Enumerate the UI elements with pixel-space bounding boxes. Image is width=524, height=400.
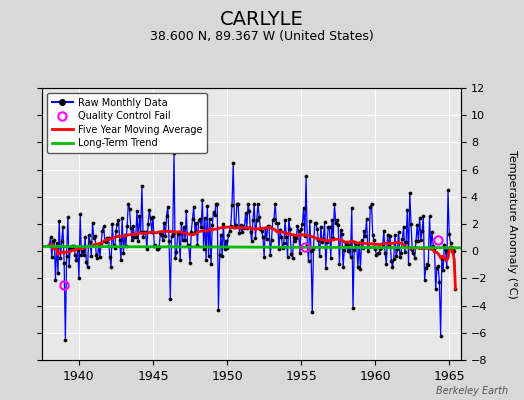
Text: CARLYLE: CARLYLE [220, 10, 304, 29]
Y-axis label: Temperature Anomaly (°C): Temperature Anomaly (°C) [507, 150, 517, 298]
Text: 38.600 N, 89.367 W (United States): 38.600 N, 89.367 W (United States) [150, 30, 374, 43]
Text: Berkeley Earth: Berkeley Earth [436, 386, 508, 396]
Legend: Raw Monthly Data, Quality Control Fail, Five Year Moving Average, Long-Term Tren: Raw Monthly Data, Quality Control Fail, … [47, 93, 208, 153]
